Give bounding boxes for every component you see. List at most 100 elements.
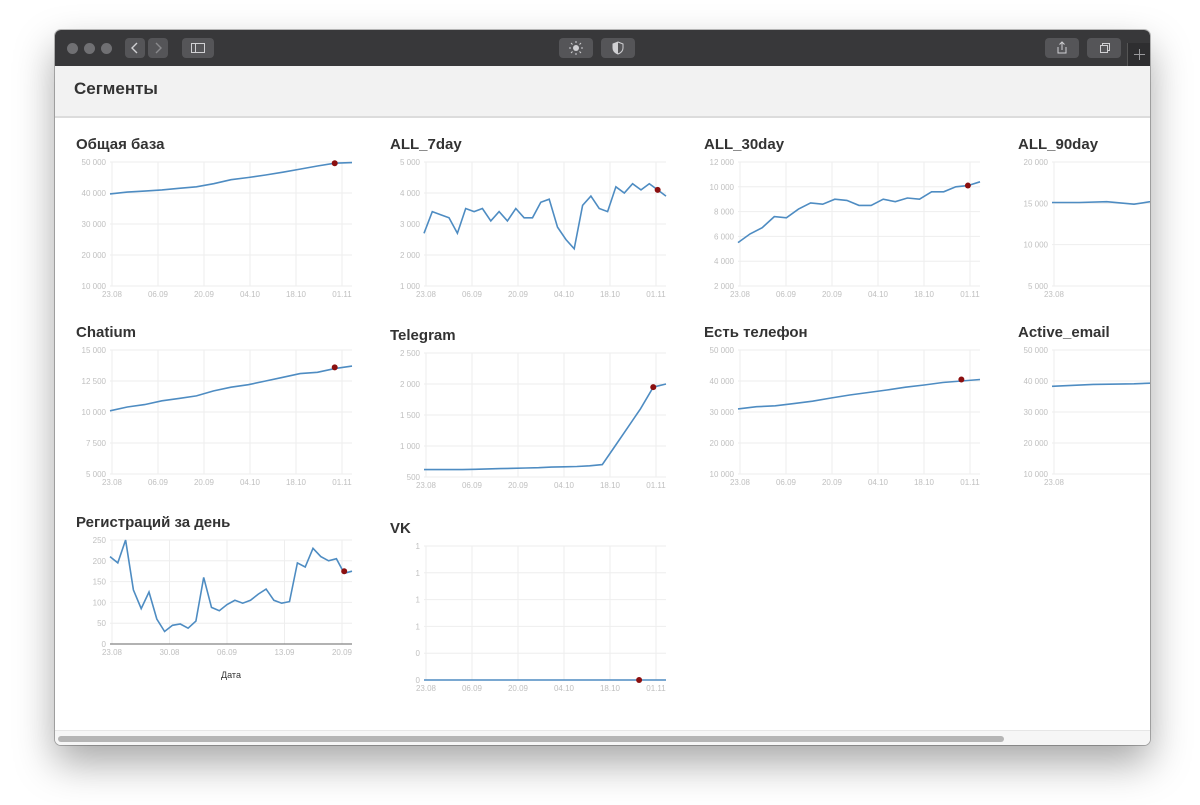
- chart-vk: 0 0 1 1 1 1 23.08 06.09 20.09 04.10 18.10 01.11: [416, 542, 667, 693]
- chart-panel: Chatium 5 000 7 500 10 000 12 500 15 000 23.0…: [74, 324, 374, 509]
- sidebar-icon: [191, 43, 205, 53]
- scrollbar-thumb[interactable]: [58, 736, 1004, 742]
- y-tick-label: 20 000: [710, 439, 735, 448]
- x-tick-label: 01.11: [646, 481, 666, 490]
- x-tick-label: 18.10: [914, 290, 935, 299]
- tabs-icon: [1100, 43, 1110, 53]
- last-value-marker: [331, 160, 338, 167]
- x-tick-label: 06.09: [776, 290, 797, 299]
- chart-title: Active_email: [1018, 324, 1110, 341]
- chart-title: Регистраций за день: [76, 514, 231, 531]
- y-tick-label: 0: [102, 640, 107, 649]
- last-value-marker: [958, 376, 965, 383]
- horizontal-scrollbar[interactable]: [55, 730, 1150, 745]
- x-tick-label: 20.09: [194, 478, 215, 487]
- y-tick-label: 10 000: [710, 470, 735, 479]
- chart-est-telefon: 10 000 20 000 30 000 40 000 50 000 23.08 06.09…: [710, 346, 981, 487]
- x-tick-label: 18.10: [600, 684, 621, 693]
- y-tick-label: 1: [416, 569, 421, 578]
- y-tick-label: 500: [407, 473, 421, 482]
- last-value-marker: [650, 384, 657, 391]
- title-bar: [55, 30, 1150, 67]
- y-tick-label: 10 000: [82, 408, 107, 417]
- series-line: [109, 161, 353, 195]
- x-tick-label: 01.11: [646, 684, 666, 693]
- y-tick-label: 6 000: [714, 232, 735, 241]
- last-value-marker: [341, 568, 348, 575]
- y-tick-label: 1 000: [400, 282, 421, 291]
- privacy-button[interactable]: [601, 38, 635, 58]
- page-title: Сегменты: [74, 79, 158, 98]
- x-tick-label: 04.10: [240, 290, 261, 299]
- chart-panel: ALL_90day 5 000 10 000 15 000 20 000 23.08 06…: [1016, 136, 1150, 321]
- appearance-button[interactable]: [559, 38, 593, 58]
- y-tick-label: 20 000: [1024, 158, 1049, 167]
- shield-icon: [612, 41, 624, 55]
- last-value-marker: [331, 364, 338, 371]
- last-value-marker: [964, 182, 971, 189]
- x-tick-label: 01.11: [646, 290, 666, 299]
- y-tick-label: 12 000: [710, 158, 735, 167]
- tabs-overview-button[interactable]: [1087, 38, 1121, 58]
- y-tick-label: 2 000: [714, 282, 735, 291]
- x-tick-label: 20.09: [822, 478, 843, 487]
- y-tick-label: 2 500: [400, 349, 421, 358]
- x-tick-label: 18.10: [286, 290, 307, 299]
- series-line: [1051, 382, 1150, 388]
- chart-all-7day: 1 000 2 000 3 000 4 000 5 000 23.08 06.09 20.09…: [400, 158, 667, 299]
- y-tick-label: 50: [97, 619, 106, 628]
- x-tick-label: 23.08: [102, 478, 123, 487]
- x-tick-label: 01.11: [960, 290, 980, 299]
- chart-panel: Active_email 10 000 20 000 30 000 40 000 50 …: [1016, 324, 1150, 509]
- x-tick-label: 30.08: [159, 648, 180, 657]
- chart-panel: Telegram 500 1 000 1 500 2 000 2 500 23.08 06.…: [388, 327, 688, 512]
- close-window-button[interactable]: [67, 43, 78, 54]
- chevron-right-icon: [155, 42, 162, 54]
- series-line: [423, 182, 667, 251]
- x-tick-label: 20.09: [508, 684, 529, 693]
- x-tick-label: 18.10: [914, 478, 935, 487]
- x-tick-label: 01.11: [332, 290, 352, 299]
- forward-button[interactable]: [148, 38, 168, 58]
- chart-all-30day: 2 000 4 000 6 000 8 000 10 000 12 000 23.08 06.…: [710, 158, 981, 299]
- y-tick-label: 250: [93, 536, 107, 545]
- share-icon: [1057, 41, 1067, 54]
- minimize-window-button[interactable]: [84, 43, 95, 54]
- chart-title: Общая база: [76, 136, 165, 153]
- share-button[interactable]: [1045, 38, 1079, 58]
- x-tick-label: 04.10: [240, 478, 261, 487]
- series-line: [1052, 200, 1150, 206]
- chart-title: Есть телефон: [704, 324, 808, 341]
- x-tick-label: 06.09: [462, 684, 483, 693]
- chart-panel: Есть телефон 10 000 20 000 30 000 40 000 50 …: [702, 324, 1002, 509]
- y-tick-label: 1 500: [400, 411, 421, 420]
- y-tick-label: 0: [416, 649, 421, 658]
- x-tick-label: 04.10: [868, 478, 889, 487]
- y-tick-label: 7 500: [86, 439, 107, 448]
- chart-panel: Общая база 10 000 20 000 30 000 40 000 50 00…: [74, 136, 374, 321]
- x-tick-label: 18.10: [600, 290, 621, 299]
- chart-title: Telegram: [390, 327, 456, 344]
- y-tick-label: 20 000: [82, 251, 107, 260]
- x-tick-label: 13.09: [274, 648, 295, 657]
- x-tick-label: 04.10: [554, 684, 575, 693]
- x-axis-label: Дата: [221, 670, 241, 680]
- y-tick-label: 1: [416, 542, 421, 551]
- new-tab-button[interactable]: [1127, 43, 1150, 66]
- series-line: [109, 365, 353, 412]
- sidebar-button[interactable]: [182, 38, 214, 58]
- chart-title: ALL_7day: [390, 136, 462, 153]
- y-tick-label: 1: [416, 596, 421, 605]
- chart-panel: Регистраций за день 0 50 100 150 200 250 23.08…: [74, 514, 374, 704]
- back-button[interactable]: [125, 38, 145, 58]
- y-tick-label: 15 000: [82, 346, 107, 355]
- zoom-window-button[interactable]: [101, 43, 112, 54]
- y-tick-label: 40 000: [710, 377, 735, 386]
- y-tick-label: 100: [93, 598, 107, 607]
- y-tick-label: 30 000: [82, 220, 107, 229]
- x-tick-label: 06.09: [217, 648, 238, 657]
- x-tick-label: 06.09: [776, 478, 797, 487]
- chart-panel: VK 0 0 1 1 1 1 23.08 06.09 20.09 04.10 18.10 01.11: [388, 520, 688, 710]
- chart-registrations-per-day: 0 50 100 150 200 250 23.08 30.08 06.09 13.09 20.09…: [93, 536, 353, 680]
- y-tick-label: 8 000: [714, 208, 735, 217]
